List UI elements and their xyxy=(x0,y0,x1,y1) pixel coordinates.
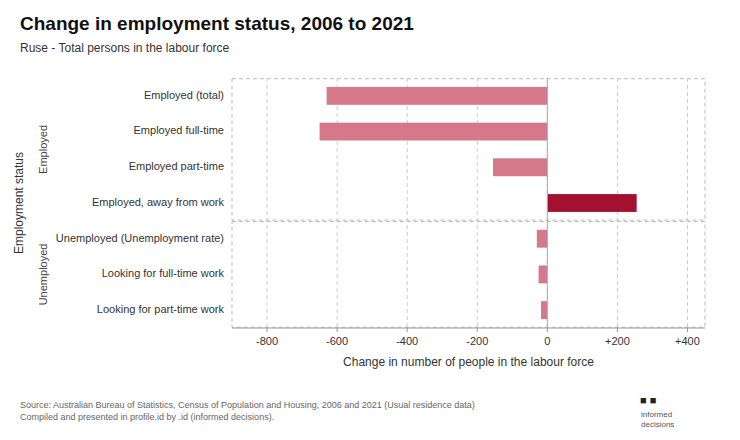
group-box xyxy=(232,222,705,328)
bar xyxy=(327,87,548,105)
grid xyxy=(267,78,687,328)
grid-line xyxy=(267,78,268,328)
tick-label: -400 xyxy=(396,335,418,347)
bars xyxy=(320,87,637,319)
tick-mark xyxy=(337,328,338,332)
category-label: Unemployed (Unemployment rate) xyxy=(56,232,224,244)
tick-mark xyxy=(687,328,688,332)
tick-mark xyxy=(617,328,618,332)
tick-label: +400 xyxy=(675,335,700,347)
group-label: Unemployed xyxy=(37,244,49,306)
groups: Employed Unemployed xyxy=(37,79,705,328)
tick-label: 0 xyxy=(544,335,550,347)
chart: Change in employment status, 2006 to 202… xyxy=(0,0,740,440)
category-label: Employed, away from work xyxy=(92,196,225,208)
tick-label: -200 xyxy=(466,335,488,347)
source: Source: Australian Bureau of Statistics,… xyxy=(20,400,475,422)
bar xyxy=(320,123,548,141)
category-label: Looking for part-time work xyxy=(97,303,225,315)
tick-label: -800 xyxy=(256,335,278,347)
logo-text: informeddecisions xyxy=(641,410,674,429)
grid-line xyxy=(407,78,408,328)
grid-line xyxy=(547,78,548,328)
bar xyxy=(537,230,548,248)
y-axis-label: Employment status xyxy=(12,152,26,254)
zero-line xyxy=(547,78,548,328)
x-axis-line xyxy=(232,328,705,329)
category-label: Employed (total) xyxy=(144,89,224,101)
tick-label: +200 xyxy=(605,335,630,347)
tick-mark xyxy=(477,328,478,332)
title: Change in employment status, 2006 to 202… xyxy=(20,13,414,34)
bar xyxy=(541,301,547,319)
category-label: Looking for full-time work xyxy=(102,267,225,279)
category-label: Employed full-time xyxy=(134,124,224,136)
x-axis-label: Change in number of people in the labour… xyxy=(343,355,594,369)
bar xyxy=(493,158,547,176)
tick-mark xyxy=(267,328,268,332)
grid-line xyxy=(687,78,688,328)
tick-label: -600 xyxy=(326,335,348,347)
subtitle: Ruse - Total persons in the labour force xyxy=(20,41,230,55)
x-axis: -800 -600 -400 -200 0 +200 +400 xyxy=(232,328,705,347)
group-box xyxy=(232,79,705,220)
tick-mark xyxy=(407,328,408,332)
tick-mark xyxy=(547,328,548,332)
group-label: Employed xyxy=(37,125,49,174)
logo-mark: ■ ■ xyxy=(640,394,656,406)
bar xyxy=(547,194,636,212)
grid-line xyxy=(337,78,338,328)
y-axis: Employed (total) Employed full-time Employ… xyxy=(56,89,225,315)
grid-line xyxy=(477,78,478,328)
category-label: Employed part-time xyxy=(129,160,224,172)
bar xyxy=(539,266,548,284)
